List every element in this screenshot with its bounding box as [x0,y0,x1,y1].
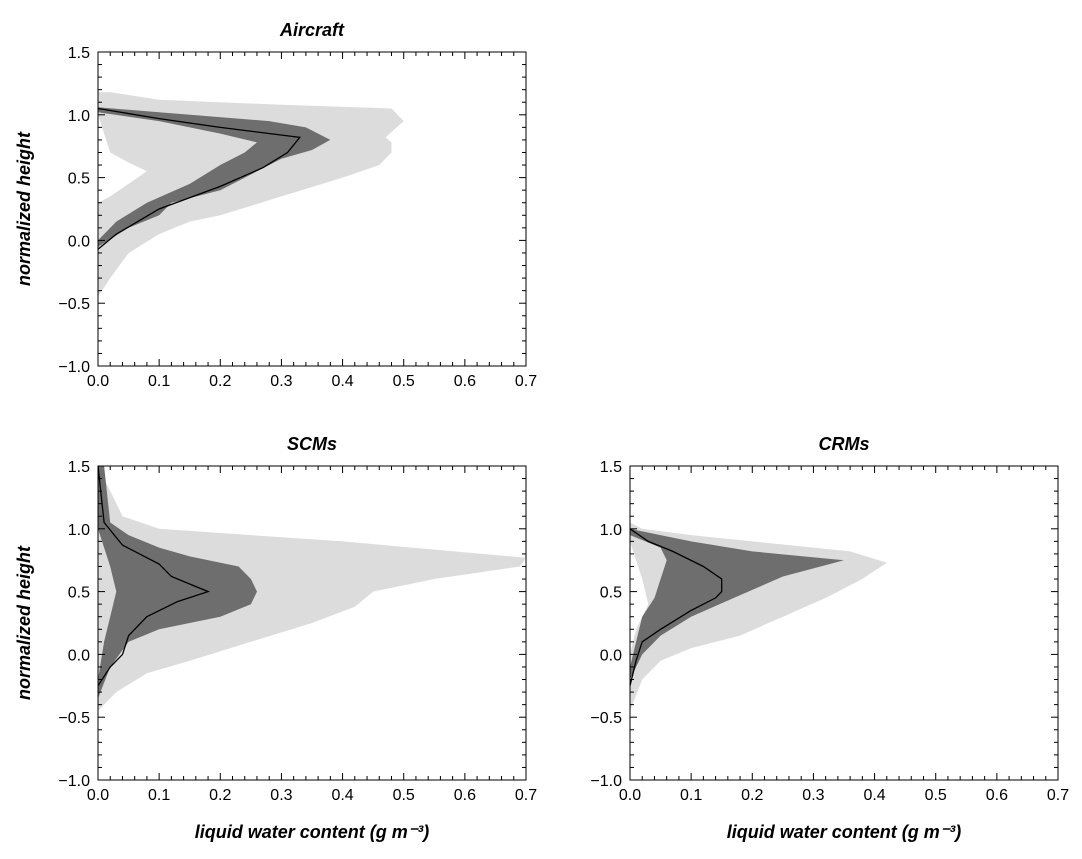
crms-y-tick-label: 1.5 [600,459,622,476]
panel-crms: 0.0 0.1 0.2 0.3 0.4 0.5 0.6 0.7 −1.0 −0.5 0.0 0.5 1.… [590,434,1069,842]
crms-x-tick-label: 0.1 [680,787,702,804]
scms-inner-band [98,466,257,699]
crms-x-tick-label: 0.3 [802,787,824,804]
aircraft-x-tick-label: 0.2 [209,373,231,390]
scms-y-tick-label: −0.5 [58,710,90,727]
crms-median-line [630,528,723,686]
crms-y-tick-label: −1.0 [590,773,622,790]
crms-inner-band [630,528,844,680]
scms-x-tick-label: 0.7 [515,787,537,804]
scms-y-tick-label: 1.5 [68,459,90,476]
crms-x-tick-label: 0.4 [863,787,885,804]
crms-title: CRMs [818,434,869,454]
scms-y-tick-label: −1.0 [58,773,90,790]
aircraft-frame [97,51,527,367]
aircraft-y-tick-label: 1.0 [68,108,90,125]
crms-x-tick-label: 0.7 [1047,787,1069,804]
scms-frame [97,465,527,781]
crms-x-tick-label: 0.0 [619,787,641,804]
scms-y-tick-label: 1.0 [68,522,90,539]
aircraft-plot-area [98,92,404,297]
scms-y-axis-label: normalized height [14,545,34,700]
crms-y-tick-label: 0.0 [600,647,622,664]
aircraft-x-tick-label: 0.6 [454,373,476,390]
crms-y-tick-label: 1.0 [600,522,622,539]
panel-scms: 0.0 0.1 0.2 0.3 0.4 0.5 0.6 0.7 −1.0 −0.5 0.0 0.5 1.… [14,434,537,842]
crms-frame [629,465,1059,781]
aircraft-y-axis-label: normalized height [14,131,34,286]
crms-x-tick-label: 0.6 [986,787,1008,804]
aircraft-inner-band [98,107,331,247]
aircraft-x-tick-label: 0.0 [87,373,109,390]
crms-x-tick-label: 0.5 [925,787,947,804]
scms-y-tick-label: 0.0 [68,647,90,664]
crms-ticks [629,465,1059,781]
aircraft-ticks [97,51,527,367]
scms-median-line [98,466,210,687]
scms-x-tick-label: 0.5 [393,787,415,804]
aircraft-outer-band [98,92,404,297]
scms-x-tick-label: 0.0 [87,787,109,804]
crms-x-axis-label: liquid water content (g m⁻³) [727,822,962,842]
scms-x-tick-label: 0.1 [148,787,170,804]
aircraft-y-tick-label: −0.5 [58,296,90,313]
scms-y-tick-label: 0.5 [68,585,90,602]
scms-x-tick-label: 0.3 [270,787,292,804]
aircraft-y-tick-label: 0.0 [68,233,90,250]
crms-plot-area [630,522,887,711]
scms-x-tick-label: 0.4 [331,787,353,804]
aircraft-y-tick-label: 1.5 [68,45,90,62]
aircraft-x-tick-label: 0.5 [393,373,415,390]
aircraft-x-tick-label: 0.7 [515,373,537,390]
scms-x-tick-label: 0.2 [209,787,231,804]
scms-x-axis-label: liquid water content (g m⁻³) [195,822,430,842]
scms-title: SCMs [287,434,337,454]
scms-ticks [97,465,527,781]
aircraft-title: Aircraft [279,20,345,40]
aircraft-x-tick-label: 0.4 [331,373,353,390]
crms-x-tick-label: 0.2 [741,787,763,804]
panel-aircraft: 0.0 0.1 0.2 0.3 0.4 0.5 0.6 0.7 −1.0 −0.5 0.0 0.5 1.… [14,20,537,390]
aircraft-median-line [98,107,302,250]
aircraft-y-tick-label: −1.0 [58,359,90,376]
aircraft-y-tick-label: 0.5 [68,171,90,188]
aircraft-x-tick-label: 0.1 [148,373,170,390]
aircraft-x-tick-label: 0.3 [270,373,292,390]
crms-y-tick-label: 0.5 [600,585,622,602]
scms-x-tick-label: 0.6 [454,787,476,804]
scms-plot-area [98,466,526,711]
scms-outer-band [98,466,526,711]
crms-y-tick-label: −0.5 [590,710,622,727]
